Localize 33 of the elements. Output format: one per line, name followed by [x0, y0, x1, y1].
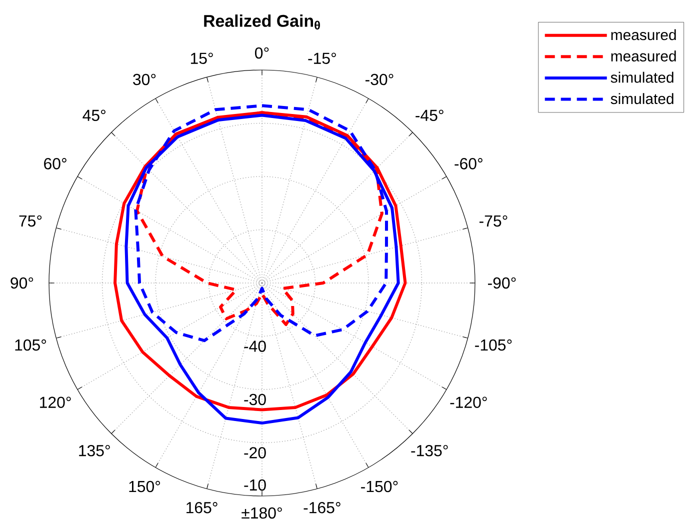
- spoke-label: -90°: [488, 277, 516, 289]
- spoke-label: 0°: [255, 47, 269, 59]
- y-tick-label: -30: [244, 394, 266, 406]
- spoke-label: 90°: [10, 277, 34, 289]
- spoke-label: 60°: [44, 158, 66, 170]
- y-tick-label: -10: [244, 479, 266, 491]
- legend-label: measured: [611, 50, 676, 62]
- spoke-label: ±180°: [242, 507, 282, 519]
- spoke-label: 105°: [15, 339, 46, 351]
- spoke-label: 30°: [133, 74, 156, 86]
- spoke-label: -165°: [304, 502, 340, 514]
- spoke-label: 120°: [40, 396, 71, 408]
- spoke-label: -75°: [479, 215, 508, 227]
- spoke-label: -105°: [475, 339, 512, 351]
- legend-label: simulated: [610, 93, 674, 104]
- y-tick-label: -20: [244, 447, 266, 458]
- spoke-label: 135°: [79, 444, 110, 456]
- spoke-label: -60°: [454, 158, 482, 170]
- spoke-label: -135°: [411, 444, 448, 456]
- spoke-label: -150°: [361, 480, 398, 492]
- spoke-label: -15°: [308, 52, 336, 64]
- spoke-label: 150°: [129, 480, 160, 492]
- spoke-label: -30°: [365, 74, 394, 86]
- spoke-label: 15°: [190, 52, 213, 64]
- y-tick-label: -40: [244, 340, 266, 352]
- legend-label: measured: [611, 29, 676, 40]
- chart-title: Realized Gain$_{θ}$: [204, 14, 320, 30]
- spoke-label: 75°: [19, 215, 42, 227]
- spoke-label: -120°: [450, 396, 487, 408]
- legend-label: simulated: [610, 72, 674, 83]
- spoke-label: 45°: [82, 110, 106, 122]
- spoke-label: -45°: [416, 110, 444, 122]
- spoke-label: 165°: [186, 502, 218, 514]
